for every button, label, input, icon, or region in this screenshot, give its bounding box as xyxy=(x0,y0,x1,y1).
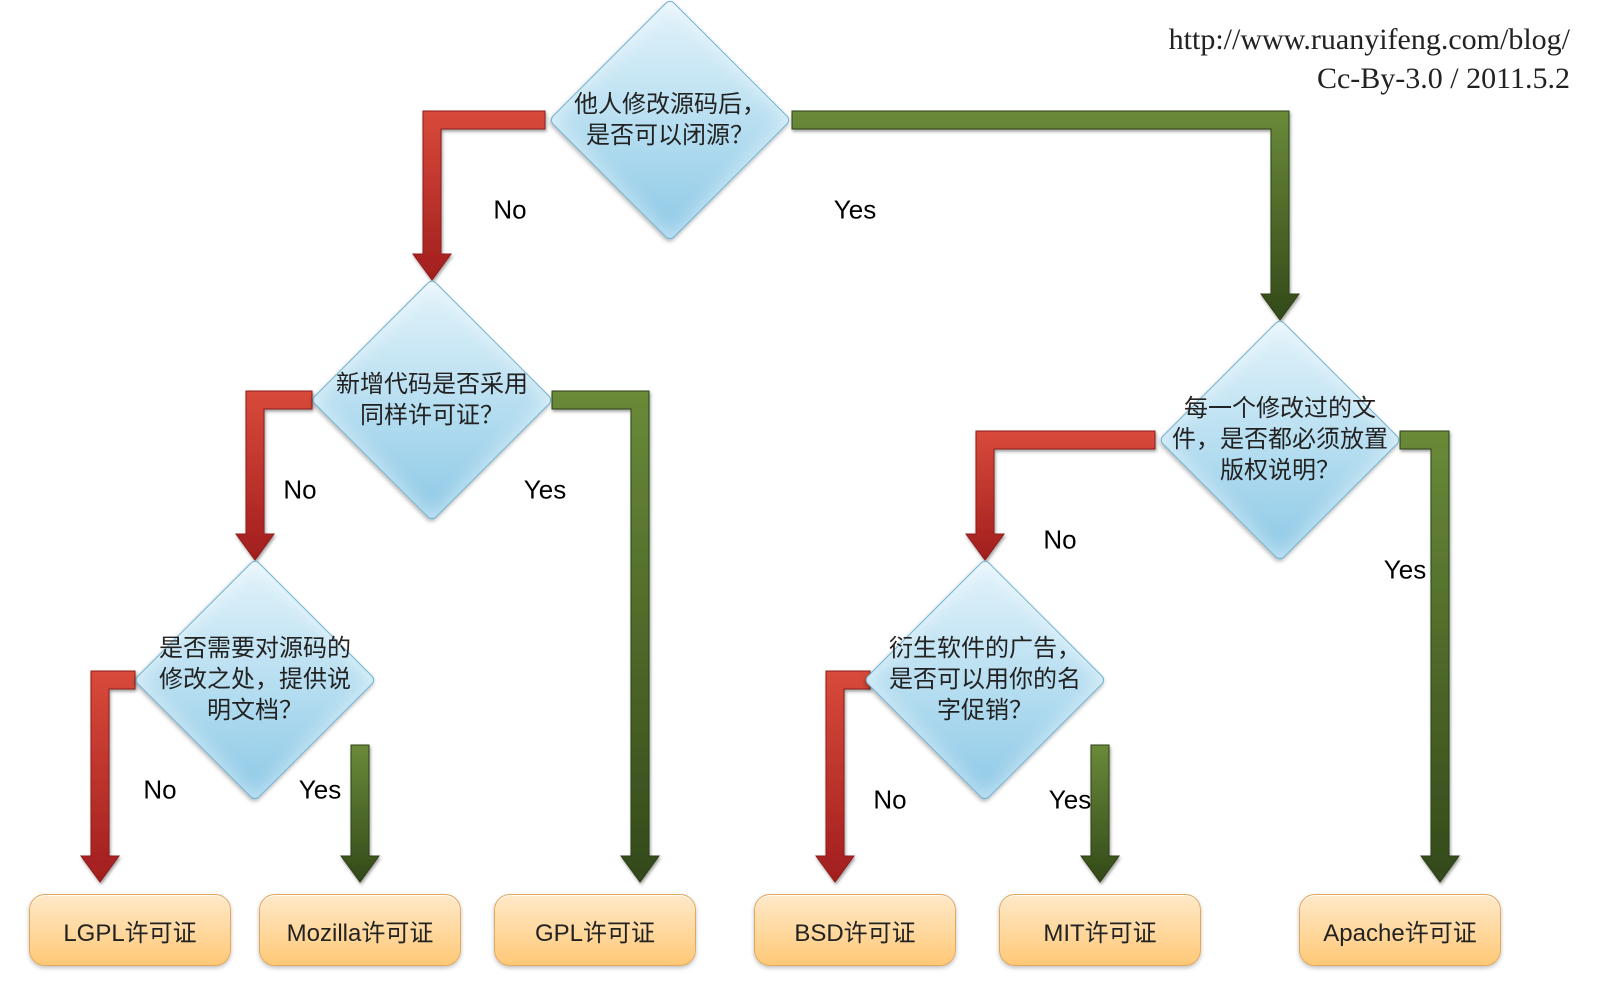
edge-label-q3-no-lgpl: No xyxy=(143,775,176,806)
edge-label-q1-no-q2: No xyxy=(493,195,526,226)
result-r_bsd: BSD许可证 xyxy=(754,894,956,966)
edge-label-q5-yes-mit: Yes xyxy=(1049,785,1091,816)
edge-q4-yes-apache xyxy=(1400,431,1459,882)
result-r_gpl: GPL许可证 xyxy=(494,894,696,966)
edge-label-q2-yes-gpl: Yes xyxy=(524,475,566,506)
edge-label-q4-no-q5: No xyxy=(1043,525,1076,556)
edge-label-q3-yes-mozilla: Yes xyxy=(299,775,341,806)
edge-q5-no-bsd xyxy=(816,671,870,882)
edge-q2-yes-gpl xyxy=(552,391,659,882)
decision-q1: 他人修改源码后，是否可以闭源？ xyxy=(550,45,790,195)
decision-q5: 衍生软件的广告，是否可以用你的名字促销？ xyxy=(865,605,1105,755)
result-r_lgpl: LGPL许可证 xyxy=(29,894,231,966)
decision-label: 是否需要对源码的修改之处，提供说明文档？ xyxy=(145,633,365,727)
edge-label-q1-yes-q4: Yes xyxy=(834,195,876,226)
attribution-text: http://www.ruanyifeng.com/blog/ Cc-By-3.… xyxy=(1169,20,1570,98)
decision-q4: 每一个修改过的文件，是否都必须放置版权说明？ xyxy=(1160,365,1400,515)
edge-label-q4-yes-apache: Yes xyxy=(1384,555,1426,586)
decision-q2: 新增代码是否采用同样许可证？ xyxy=(312,325,552,475)
decision-label: 每一个修改过的文件，是否都必须放置版权说明？ xyxy=(1170,393,1390,487)
attribution-line2: Cc-By-3.0 / 2011.5.2 xyxy=(1169,59,1570,98)
edge-q3-yes-mozilla xyxy=(341,745,379,882)
decision-q3: 是否需要对源码的修改之处，提供说明文档？ xyxy=(135,605,375,755)
result-r_apache: Apache许可证 xyxy=(1299,894,1501,966)
decision-label: 衍生软件的广告，是否可以用你的名字促销？ xyxy=(875,633,1095,727)
decision-label: 新增代码是否采用同样许可证？ xyxy=(322,369,542,431)
decision-label: 他人修改源码后，是否可以闭源？ xyxy=(560,89,780,151)
edge-q3-no-lgpl xyxy=(81,671,135,882)
result-r_mit: MIT许可证 xyxy=(999,894,1201,966)
edge-label-q2-no-q3: No xyxy=(283,475,316,506)
edge-label-q5-no-bsd: No xyxy=(873,785,906,816)
attribution-line1: http://www.ruanyifeng.com/blog/ xyxy=(1169,20,1570,59)
result-r_mozilla: Mozilla许可证 xyxy=(259,894,461,966)
